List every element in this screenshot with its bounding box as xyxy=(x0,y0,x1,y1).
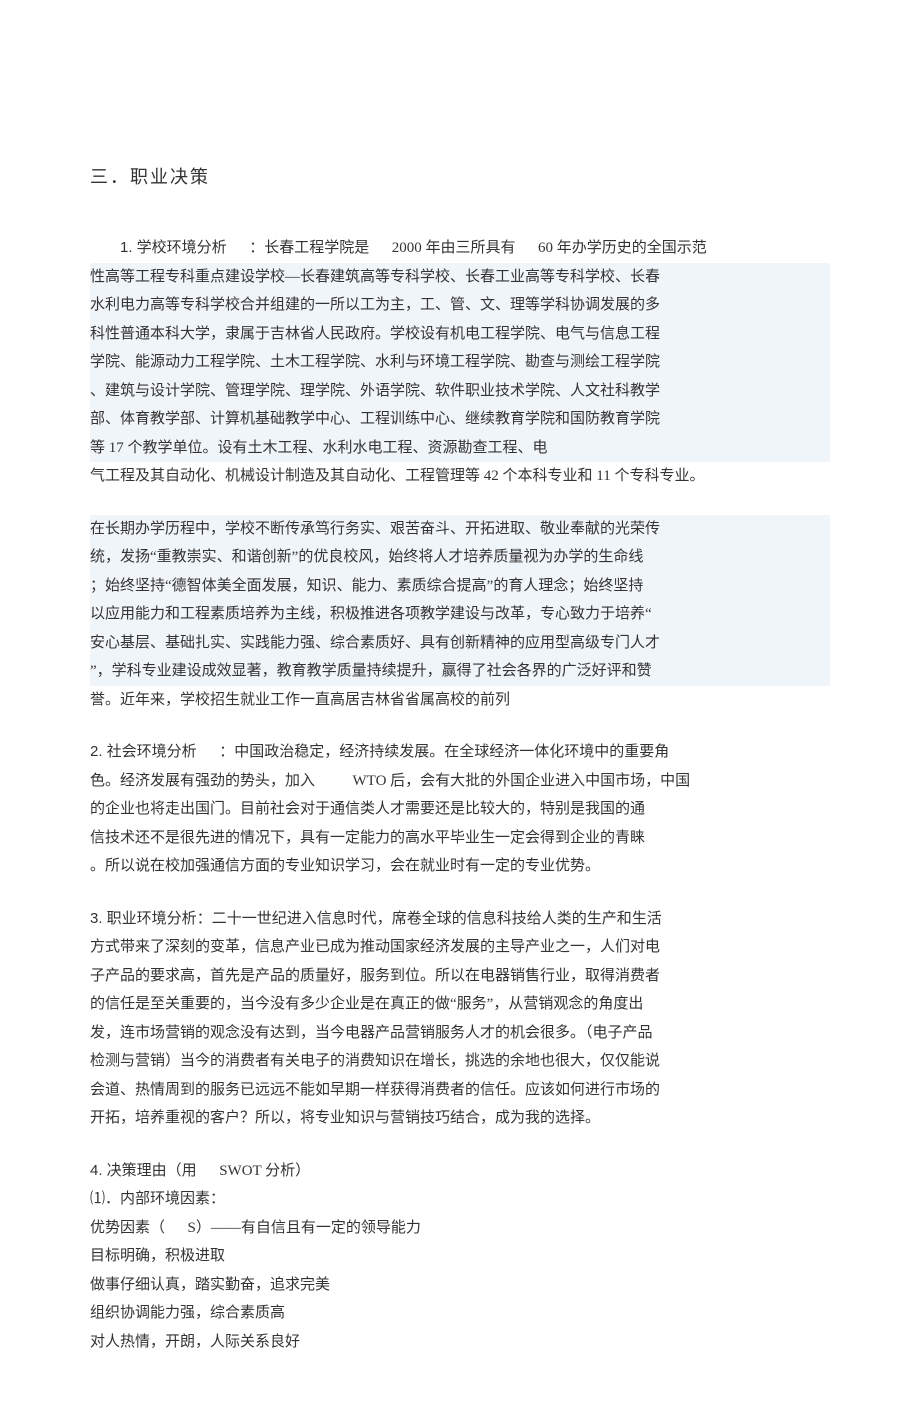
p3-line: 检测与营销）当今的消费者有关电子的消费知识在增长，挑选的余地也很大，仅仅能说 xyxy=(90,1047,830,1076)
p2-line: 的企业也将走出国门。目前社会对于通信类人才需要还是比较大的，特别是我国的通 xyxy=(90,795,830,824)
paragraph-swot: 4. 决策理由（用 SWOT 分析） ⑴．内部环境因素： 优势因素（ S）——有自信… xyxy=(90,1157,830,1357)
p2-line: 。所以说在校加强通信方面的专业知识学习，会在就业时有一定的专业优势。 xyxy=(90,852,830,881)
p4-item: 目标明确，积极进取 xyxy=(90,1242,830,1271)
p4-s-label-b: S）——有自信且有一定的领导能力 xyxy=(188,1220,421,1236)
p3-line: 子产品的要求高，首先是产品的质量好，服务到位。所以在电器销售行业，取得消费者 xyxy=(90,962,830,991)
paragraph-school-env-2: 在长期办学历程中，学校不断传承笃行务实、艰苦奋斗、开拓进取、敬业奉献的光荣传 统… xyxy=(90,515,830,715)
p1b-line: ”，学科专业建设成效显著，教育教学质量持续提升，赢得了社会各界的广泛好评和赞 xyxy=(90,657,830,686)
p2-line2a: 色。经济发展有强劲的势头，加入 xyxy=(90,773,315,789)
p1-frag1: 长春工程学院是 xyxy=(264,240,369,256)
p4-item: 做事仔细认真，踏实勤奋，追求完美 xyxy=(90,1271,830,1300)
p1-line: 学院、能源动力工程学院、土木工程学院、水利与环境工程学院、勘查与测绘工程学院 xyxy=(90,348,830,377)
p1-heading: 1. 学校环境分析 xyxy=(120,239,227,256)
p1-tail: 气工程及其自动化、机械设计制造及其自动化、工程管理等 42 个本科专业和 11 … xyxy=(90,462,830,491)
p1-line: 、建筑与设计学院、管理学院、理学院、外语学院、软件职业技术学院、人文社科教学 xyxy=(90,377,830,406)
p1-line: 性高等工程专科重点建设学校—长春建筑高等专科学校、长春工业高等专科学校、长春 xyxy=(90,263,830,292)
section-number: 三． xyxy=(90,167,130,187)
p2-line2b: WTO 后，会有大批的外国企业进入中国市场，中国 xyxy=(353,773,691,789)
p4-swot: SWOT 分析） xyxy=(219,1163,310,1179)
p1-line: 部、体育教学部、计算机基础教学中心、工程训练中心、继续教育学院和国防教育学院 xyxy=(90,405,830,434)
p3-line: 的信任是至关重要的，当今没有多少企业是在真正的做“服务”，从营销观念的角度出 xyxy=(90,990,830,1019)
p1-line: 科性普通本科大学，隶属于吉林省人民政府。学校设有机电工程学院、电气与信息工程 xyxy=(90,320,830,349)
p2-line1a: 中国政治稳定，经济持续发展。在全球经济一体化环境中的重要角 xyxy=(234,744,669,760)
section-title: 三．职业决策 xyxy=(90,160,830,194)
p3-sep: ： xyxy=(197,911,212,927)
p1-line: 等 17 个教学单位。设有土木工程、水利水电工程、资源勘查工程、电 xyxy=(90,434,830,463)
p1-frag3: 60 年办学历史的全国示范 xyxy=(538,240,707,256)
p1b-line: 以应用能力和工程素质培养为主线，积极推进各项教学建设与改革，专心致力于培养“ xyxy=(90,600,830,629)
p4-s-label-a: 优势因素（ xyxy=(90,1220,165,1236)
p3-heading: 3. 职业环境分析 xyxy=(90,910,197,927)
paragraph-career-env: 3. 职业环境分析：二十一世纪进入信息时代，席卷全球的信息科技给人类的生产和生活… xyxy=(90,905,830,1133)
p1b-line: ；始终坚持“德智体美全面发展，知识、能力、素质综合提高”的育人理念；始终坚持 xyxy=(90,572,830,601)
p4-heading: 4. 决策理由（用 xyxy=(90,1162,197,1179)
p2-heading: 2. 社会环境分析 xyxy=(90,743,197,760)
p3-line: 会道、热情周到的服务已远远不能如早期一样获得消费者的信任。应该如何进行市场的 xyxy=(90,1076,830,1105)
p1-sep: ： xyxy=(249,240,264,256)
p3-line: 方式带来了深刻的变革，信息产业已成为推动国家经济发展的主导产业之一，人们对电 xyxy=(90,933,830,962)
p3-line1: 二十一世纪进入信息时代，席卷全球的信息科技给人类的生产和生活 xyxy=(212,911,662,927)
paragraph-social-env: 2. 社会环境分析：中国政治稳定，经济持续发展。在全球经济一体化环境中的重要角 … xyxy=(90,738,830,881)
p1-line: 水利电力高等专科学校合并组建的一所以工为主，工、管、文、理等学科协调发展的多 xyxy=(90,291,830,320)
p3-line: 开拓，培养重视的客户？所以，将专业知识与营销技巧结合，成为我的选择。 xyxy=(90,1104,830,1133)
p1b-line: 在长期办学历程中，学校不断传承笃行务实、艰苦奋斗、开拓进取、敬业奉献的光荣传 xyxy=(90,515,830,544)
p2-sep: ： xyxy=(219,744,234,760)
section-title-text: 职业决策 xyxy=(130,167,210,187)
p3-line: 发，连市场营销的观念没有达到，当今电器产品营销服务人才的机会很多。（电子产品 xyxy=(90,1019,830,1048)
p1b-line: 统，发扬“重教崇实、和谐创新”的优良校风，始终将人才培养质量视为办学的生命线 xyxy=(90,543,830,572)
p4-sub: ⑴．内部环境因素： xyxy=(90,1185,830,1214)
p4-item: 对人热情，开朗，人际关系良好 xyxy=(90,1328,830,1357)
p2-line: 信技术还不是很先进的情况下，具有一定能力的高水平毕业生一定会得到企业的青睐 xyxy=(90,824,830,853)
p4-item: 组织协调能力强，综合素质高 xyxy=(90,1299,830,1328)
p1-frag2: 2000 年由三所具有 xyxy=(392,240,516,256)
p1b-tail: 誉。近年来，学校招生就业工作一直高居吉林省省属高校的前列 xyxy=(90,686,830,715)
p1b-line: 安心基层、基础扎实、实践能力强、综合素质好、具有创新精神的应用型高级专门人才 xyxy=(90,629,830,658)
paragraph-school-env: 1. 学校环境分析 ：长春工程学院是 2000 年由三所具有 60 年办学历史的全国示… xyxy=(90,234,830,491)
